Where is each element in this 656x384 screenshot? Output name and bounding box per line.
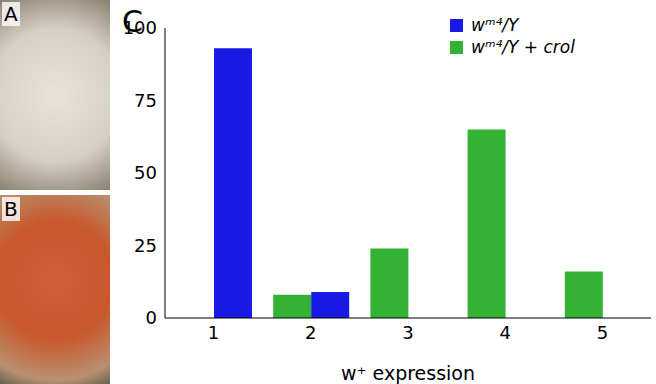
svg-text:25: 25 bbox=[134, 235, 157, 256]
svg-text:2: 2 bbox=[305, 322, 316, 343]
svg-text:1: 1 bbox=[208, 322, 219, 343]
svg-text:75: 75 bbox=[134, 90, 157, 111]
svg-text:4: 4 bbox=[499, 322, 510, 343]
svg-text:100: 100 bbox=[123, 17, 157, 38]
svg-text:5: 5 bbox=[597, 322, 608, 343]
svg-text:0: 0 bbox=[146, 307, 157, 328]
svg-text:50: 50 bbox=[134, 162, 157, 183]
svg-text:3: 3 bbox=[402, 322, 413, 343]
svg-text:w⁺ expression: w⁺ expression bbox=[341, 362, 475, 384]
